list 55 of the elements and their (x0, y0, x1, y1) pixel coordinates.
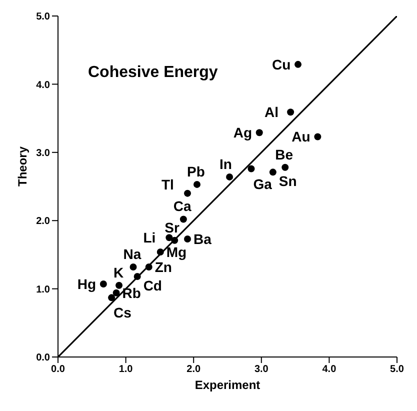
y-tick-label: 3.0 (36, 148, 50, 159)
x-tick-label: 5.0 (390, 364, 404, 376)
annotation: Tl (162, 176, 174, 192)
point (108, 294, 116, 302)
point (314, 133, 322, 140)
point (193, 180, 200, 188)
point (248, 165, 255, 172)
x-tick-label: 4.0 (322, 364, 337, 376)
annotation: Rb (122, 284, 141, 301)
annotation: Li (143, 230, 156, 246)
annotation: Cs (114, 304, 132, 321)
y-tick-label: 1.0 (36, 284, 50, 296)
point (184, 236, 191, 243)
annotation: Mg (166, 244, 187, 260)
point (166, 234, 173, 242)
y-tick-label: 2.0 (36, 216, 50, 228)
point (287, 108, 294, 116)
point (100, 280, 107, 288)
annotation: Ba (194, 231, 212, 248)
annotation: Hg (77, 276, 96, 292)
point (282, 164, 289, 171)
y-axis-title: Theory (15, 146, 30, 186)
y-tick-label: 4.0 (36, 80, 50, 91)
annotation: Cd (143, 278, 162, 294)
point (226, 173, 234, 180)
annotation: Ca (173, 198, 192, 214)
annotation: In (220, 156, 232, 172)
annotation: Al (264, 104, 279, 120)
y-tick-label: 5.0 (36, 12, 50, 23)
annotation: K (114, 264, 124, 280)
text: Cohesive Energy (88, 64, 218, 82)
point (180, 216, 187, 223)
annotation: Au (292, 128, 310, 145)
annotation: Pb (186, 163, 205, 180)
annotation: Ag (233, 124, 252, 141)
point (184, 190, 191, 197)
point (112, 289, 120, 296)
point (294, 60, 302, 68)
annotation: Sn (278, 173, 297, 190)
annotation: Zn (154, 258, 172, 275)
annotation: Na (123, 246, 142, 262)
annotation: Cu (272, 56, 291, 72)
point (269, 168, 276, 176)
annotation: Ga (253, 176, 272, 192)
x-tick-label: 3.0 (254, 364, 269, 376)
annotation: Be (275, 146, 294, 162)
y-tick-label: 0.0 (36, 352, 50, 364)
x-axis-title: Experiment (194, 378, 260, 392)
x-tick-label: 0.0 (51, 364, 66, 376)
point (116, 282, 123, 289)
point (256, 129, 263, 136)
x-tick-label: 1.0 (118, 364, 134, 376)
point (130, 263, 137, 270)
x-tick-label: 2.0 (186, 364, 201, 376)
annotation: Sr (164, 219, 180, 236)
